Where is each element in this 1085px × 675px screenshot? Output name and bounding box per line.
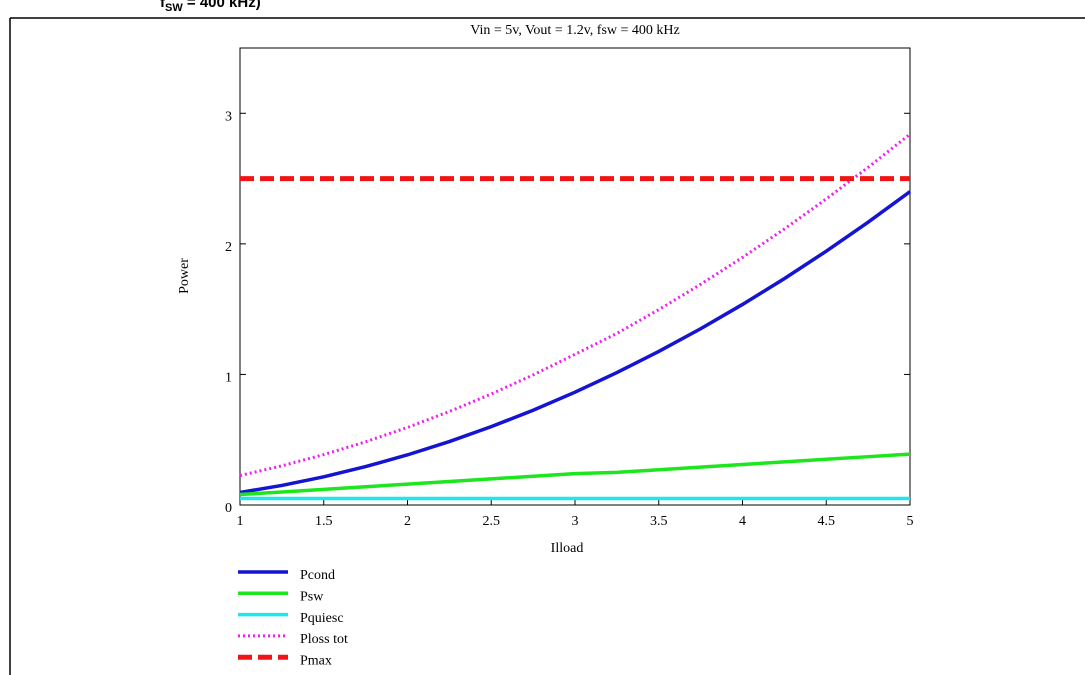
- x-tick-label: 4: [739, 514, 746, 529]
- caption-symbol: f: [160, 0, 166, 11]
- x-tick-label: 1.5: [315, 514, 333, 529]
- chart-title: Vin = 5v, Vout = 1.2v, fsw = 400 kHz: [470, 23, 680, 38]
- legend-label: Pmax: [300, 653, 332, 668]
- y-tick-label: 1: [225, 371, 232, 386]
- legend-label: Pcond: [300, 568, 335, 583]
- x-tick-label: 4.5: [818, 514, 836, 529]
- x-tick-label: 1: [237, 514, 244, 529]
- y-tick-label: 0: [225, 501, 232, 516]
- x-tick-label: 3: [572, 514, 579, 529]
- x-axis-label: Ilload: [551, 541, 584, 556]
- x-tick-label: 2.5: [483, 514, 501, 529]
- legend-label: Pquiesc: [300, 611, 344, 626]
- x-tick-label: 2: [404, 514, 411, 529]
- y-tick-label: 2: [225, 240, 232, 255]
- series-line: [239, 190, 912, 495]
- caption-subscript: SW: [165, 2, 183, 14]
- legend-label: Psw: [300, 590, 324, 605]
- series-line: [239, 133, 911, 477]
- x-tick-label: 5: [907, 514, 914, 529]
- legend-label: Ploss tot: [300, 632, 348, 647]
- caption: fSW = 400 kHz): [160, 0, 261, 14]
- caption-rest: = 400 kHz): [183, 0, 261, 11]
- plot-frame: [239, 47, 911, 506]
- y-tick-label: 3: [225, 110, 232, 125]
- series-line: [239, 452, 911, 497]
- x-tick-label: 3.5: [650, 514, 668, 529]
- y-axis-label: Power: [177, 258, 192, 294]
